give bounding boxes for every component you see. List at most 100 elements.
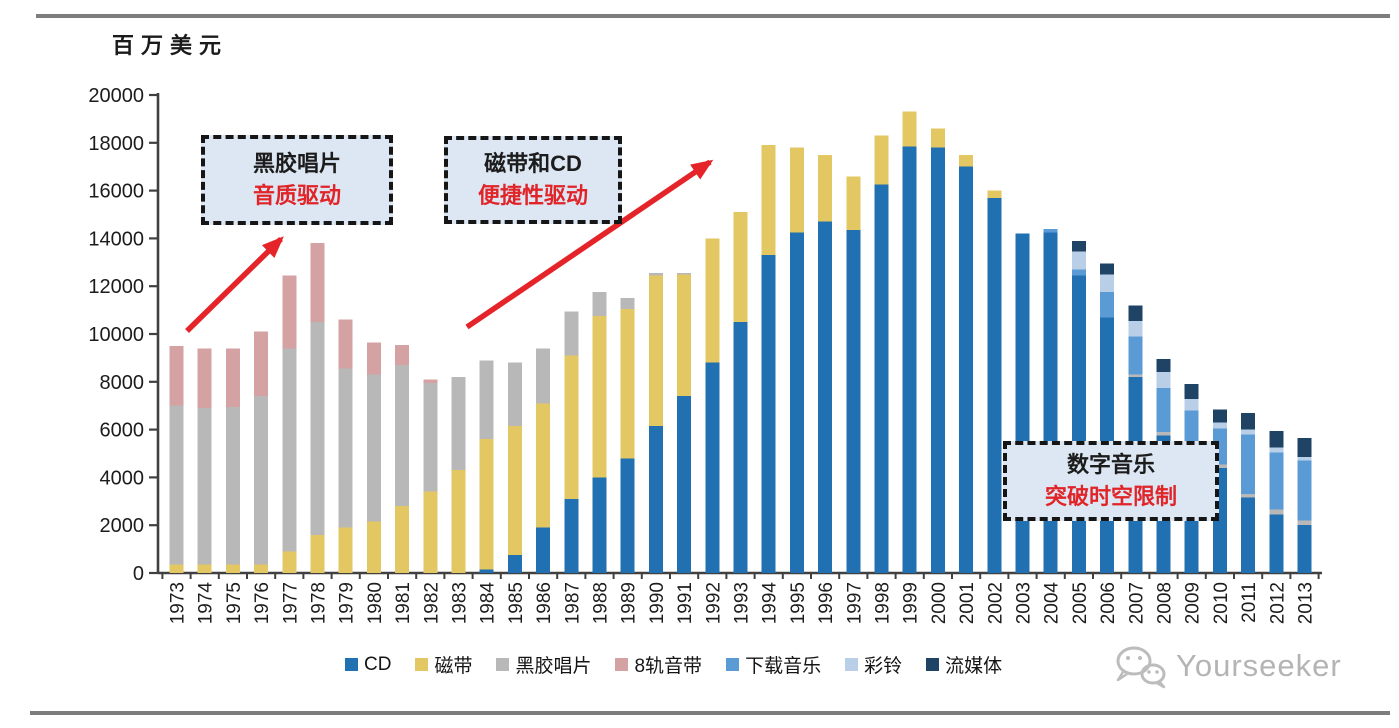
x-tick-label: 1974	[196, 582, 217, 625]
bar-segment-磁带-1998	[874, 135, 889, 185]
x-tick-label: 1998	[873, 582, 894, 624]
legend-item-磁带: 磁带	[415, 651, 472, 678]
bar-segment-磁带-1976	[254, 564, 269, 573]
x-tick-label: 2011	[1239, 582, 1260, 623]
bar-segment-流媒体-2011	[1241, 412, 1256, 430]
bar-segment-黑胶唱片-1982	[423, 382, 438, 492]
watermark-text: Yourseeker	[1176, 648, 1342, 683]
trend-arrow-vinyl	[185, 236, 284, 333]
x-tick-label: 1976	[252, 582, 273, 624]
x-tick-label: 1990	[647, 582, 668, 624]
y-tick-label: 12000	[88, 276, 144, 298]
bar-segment-黑胶唱片-1976	[254, 396, 269, 565]
bar-segment-黑胶唱片-1983	[451, 377, 466, 471]
bar-segment-彩铃-2008	[1156, 372, 1171, 388]
bar-segment-磁带-1995	[789, 147, 804, 233]
bar-segment-下载音乐-2011	[1241, 434, 1256, 495]
bar-segment-磁带-1973	[169, 564, 184, 573]
bar-segment-CD-2011	[1241, 497, 1256, 573]
x-tick-label: 1981	[393, 582, 414, 624]
bar-segment-8轨音带-1979	[338, 319, 353, 369]
bar-segment-磁带-1999	[902, 111, 917, 147]
x-tick-label: 1982	[421, 582, 442, 624]
x-tick-label: 1983	[450, 582, 471, 624]
bar-segment-磁带-1990	[648, 275, 663, 427]
bar-segment-磁带-2002	[987, 190, 1002, 198]
bar-segment-CD-1994	[761, 255, 776, 573]
bar-segment-流媒体-2009	[1184, 384, 1199, 400]
x-tick-label: 1986	[534, 582, 555, 624]
bar-segment-彩铃-2005	[1071, 251, 1086, 270]
bar-segment-CD-1996	[818, 221, 833, 574]
x-tick-label: 1980	[365, 582, 386, 624]
bar-segment-CD-1990	[648, 426, 663, 573]
bar-segment-磁带-1991	[677, 274, 692, 397]
bar-segment-流媒体-2012	[1269, 430, 1284, 448]
bar-segment-流媒体-2006	[1100, 263, 1115, 275]
bar-segment-黑胶唱片-1984	[479, 360, 494, 440]
bar-segment-黑胶唱片-1979	[338, 368, 353, 528]
bar-segment-磁带-1984	[479, 439, 494, 570]
x-tick-label: 2004	[1042, 582, 1063, 625]
bar-segment-黑胶唱片-2010	[1212, 464, 1227, 468]
y-tick-label: 16000	[88, 181, 144, 203]
y-axis: 0 2000 4000 6000 8000 10000 12000 14000 16000 180…	[88, 85, 160, 585]
bar-segment-磁带-1974	[197, 564, 212, 573]
x-tick-label: 1985	[506, 582, 527, 624]
bar-segment-黑胶唱片-1985	[507, 362, 522, 427]
bar-segment-流媒体-2005	[1071, 240, 1086, 252]
bar-segment-黑胶唱片-1974	[197, 408, 212, 565]
bar-segment-CD-2003	[1015, 233, 1030, 573]
y-tick-label: 4000	[100, 467, 145, 489]
x-tick-label: 1992	[703, 582, 724, 624]
bar-segment-8轨音带-1982	[423, 379, 438, 383]
trend-arrow-cassette-cd	[465, 159, 714, 330]
annotation-title: 数字音乐	[1066, 452, 1155, 478]
bar-segment-流媒体-2013	[1297, 437, 1312, 458]
legend-label: 下载音乐	[745, 656, 822, 677]
bar-segment-黑胶唱片-1987	[564, 311, 579, 356]
x-axis-ticks-labels: 1973 1974 1975 1976 1977 1978 1979 1980 1981 1982…	[161, 573, 1320, 625]
bar-segment-磁带-1982	[423, 491, 438, 573]
bar-segment-彩铃-2011	[1241, 429, 1256, 435]
bar-segment-流媒体-2008	[1156, 359, 1171, 373]
bar-segment-黑胶唱片-1973	[169, 405, 184, 565]
bar-segment-CD-1997	[846, 230, 861, 573]
x-tick-label: 2010	[1211, 582, 1232, 624]
x-tick-label: 2001	[957, 582, 978, 624]
x-tick-label: 2002	[985, 582, 1006, 624]
legend-item-彩铃: 彩铃	[845, 651, 902, 678]
x-tick-label: 1991	[675, 582, 696, 624]
bar-segment-CD-2001	[959, 166, 974, 573]
bar-segment-磁带-1980	[366, 521, 381, 573]
bar-segment-黑胶唱片-2008	[1156, 431, 1171, 436]
watermark: Yourseeker	[1112, 643, 1342, 689]
legend-item-下载音乐: 下载音乐	[726, 651, 821, 678]
bar-segment-下载音乐-2007	[1128, 336, 1143, 375]
y-tick-label: 14000	[88, 228, 144, 250]
bar-segment-磁带-1997	[846, 176, 861, 231]
bar-segment-黑胶唱片-2011	[1241, 494, 1256, 498]
bar-segment-CD-1991	[677, 396, 692, 573]
annotation-box-digital-era: 数字音乐 突破时空限制	[1003, 441, 1219, 521]
bar-segment-CD-1995	[789, 232, 804, 574]
bar-segment-磁带-1993	[733, 212, 748, 323]
bar-segment-黑胶唱片-1988	[592, 292, 607, 317]
y-tick-label: 2000	[100, 515, 145, 537]
bar-segment-黑胶唱片-2012	[1269, 509, 1284, 515]
x-tick-label: 2008	[1155, 582, 1176, 624]
legend-swatch	[615, 658, 629, 671]
x-tick-label: 2009	[1183, 582, 1204, 624]
chart-legend: CD 磁带 黑胶唱片 8轨音带 下载音乐 彩铃 流媒体	[345, 651, 1002, 678]
annotation-title: 磁带和CD	[484, 151, 582, 177]
bar-segment-CD-2000	[930, 147, 945, 573]
bar-segment-8轨音带-1975	[225, 348, 240, 407]
bar-segment-CD-1985	[507, 555, 522, 573]
bar-segment-8轨音带-1978	[310, 243, 325, 323]
bar-segment-磁带-2000	[930, 128, 945, 148]
bar-segment-下载音乐-2005	[1071, 269, 1086, 276]
bar-segment-磁带-1992	[705, 238, 720, 363]
x-tick-label: 2013	[1296, 582, 1317, 624]
bar-segment-CD-1984	[479, 569, 494, 573]
